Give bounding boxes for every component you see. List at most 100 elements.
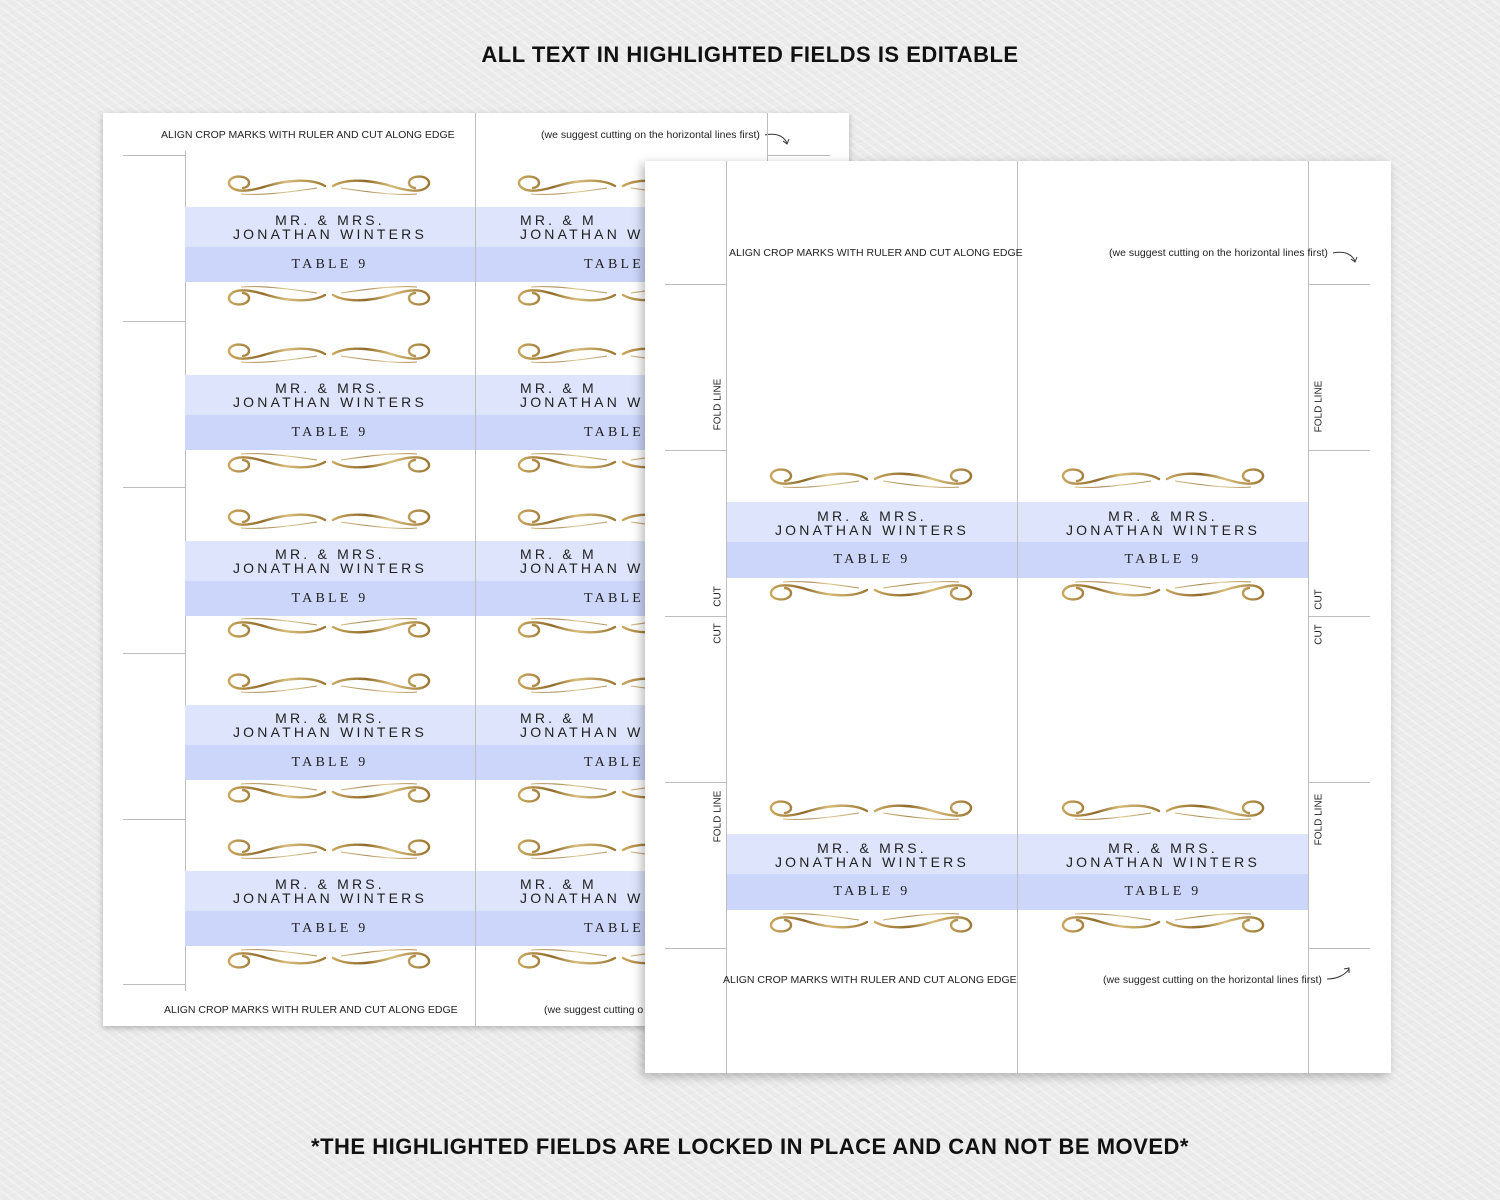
table-field[interactable]	[185, 581, 475, 616]
name-field[interactable]	[185, 375, 475, 415]
cut-label: CUT	[712, 623, 724, 644]
table-field[interactable]	[1018, 874, 1308, 910]
guest-name: JONATHAN W	[520, 394, 644, 410]
guest-title: MR. & M	[520, 876, 597, 892]
guest-title: MR. & M	[520, 546, 597, 562]
guest-name: JONATHAN W	[520, 724, 644, 740]
table-field[interactable]	[185, 911, 475, 946]
cut-label: CUT	[1313, 624, 1325, 645]
guest-name: JONATHAN W	[520, 226, 644, 242]
name-field[interactable]	[1018, 834, 1308, 874]
gold-flourish	[227, 782, 431, 803]
table-number: TABLE	[584, 755, 644, 770]
cut-label: CUT	[1313, 589, 1325, 610]
cut-suggestion-bottom: (we suggest cutting o	[544, 1004, 644, 1016]
guest-title: MR. & M	[520, 710, 597, 726]
crop-mark	[665, 616, 726, 617]
align-instruction-bottom: ALIGN CROP MARKS WITH RULER AND CUT ALON…	[164, 1004, 458, 1016]
name-field[interactable]	[185, 207, 475, 247]
fold-line-label: FOLD LINE	[1313, 793, 1325, 846]
crop-mark	[123, 155, 185, 156]
guest-title: MR. & MRS.	[275, 710, 385, 726]
cut-label: CUT	[712, 586, 724, 607]
crop-mark	[1309, 948, 1370, 949]
crop-line	[726, 161, 727, 1073]
crop-mark	[1309, 450, 1370, 451]
fold-line-label: FOLD LINE	[712, 790, 724, 843]
crop-line	[1308, 161, 1309, 1073]
table-number: TABLE 9	[291, 921, 369, 936]
guest-title: MR. & MRS.	[1108, 508, 1218, 524]
fold-line-label: FOLD LINE	[1313, 380, 1325, 433]
crop-mark	[665, 948, 726, 949]
heading-locked: *THE HIGHLIGHTED FIELDS ARE LOCKED IN PL…	[311, 1134, 1189, 1159]
cut-suggestion: (we suggest cutting on the horizontal li…	[1109, 247, 1328, 259]
guest-title: MR. & MRS.	[275, 876, 385, 892]
guest-name: JONATHAN WINTERS	[774, 854, 970, 870]
guest-name: JONATHAN W	[520, 560, 644, 576]
name-field[interactable]	[185, 541, 475, 581]
guest-title: MR. & MRS.	[275, 212, 385, 228]
crop-line	[767, 113, 768, 163]
guest-name: JONATHAN WINTERS	[232, 226, 428, 242]
fold-line-label: FOLD LINE	[712, 378, 724, 431]
crop-mark	[123, 984, 185, 985]
gold-flourish	[227, 948, 431, 969]
table-field[interactable]	[727, 542, 1017, 578]
table-number: TABLE	[584, 257, 644, 272]
gold-flourish	[227, 673, 431, 694]
guest-name: JONATHAN WINTERS	[232, 890, 428, 906]
crop-mark	[1309, 782, 1370, 783]
table-number: TABLE	[584, 425, 644, 440]
table-field[interactable]	[185, 745, 475, 780]
guest-title: MR. & M	[520, 380, 597, 396]
crop-mark	[665, 782, 726, 783]
gold-flourish	[769, 468, 973, 489]
name-field[interactable]	[1018, 502, 1308, 542]
curved-arrow-up-icon	[1326, 967, 1350, 980]
table-number: TABLE 9	[291, 591, 369, 606]
table-number: TABLE 9	[1124, 884, 1202, 899]
gold-flourish	[227, 509, 431, 530]
gold-flourish	[1061, 912, 1265, 933]
gold-flourish	[769, 912, 973, 933]
crop-line	[1017, 161, 1018, 1073]
crop-mark	[1309, 284, 1370, 285]
crop-mark	[768, 155, 830, 156]
table-number: TABLE 9	[833, 884, 911, 899]
crop-mark	[123, 819, 185, 820]
guest-title: MR. & MRS.	[817, 508, 927, 524]
cut-suggestion: (we suggest cutting on the horizontal li…	[541, 129, 760, 141]
name-field[interactable]	[727, 502, 1017, 542]
align-instruction: ALIGN CROP MARKS WITH RULER AND CUT ALON…	[161, 129, 455, 141]
crop-mark	[665, 284, 726, 285]
guest-name: JONATHAN WINTERS	[232, 724, 428, 740]
crop-mark	[123, 487, 185, 488]
name-field[interactable]	[185, 871, 475, 911]
crop-mark	[665, 450, 726, 451]
guest-name: JONATHAN WINTERS	[232, 560, 428, 576]
gold-flourish	[227, 452, 431, 473]
table-field[interactable]	[727, 874, 1017, 910]
gold-flourish	[1061, 468, 1265, 489]
gold-flourish	[227, 617, 431, 638]
table-number: TABLE 9	[833, 552, 911, 567]
guest-title: MR. & MRS.	[275, 380, 385, 396]
heading-editable: ALL TEXT IN HIGHLIGHTED FIELDS IS EDITAB…	[481, 42, 1019, 67]
name-field[interactable]	[185, 705, 475, 745]
table-field[interactable]	[1018, 542, 1308, 578]
table-number: TABLE 9	[291, 755, 369, 770]
guest-title: MR. & M	[520, 212, 597, 228]
table-number: TABLE 9	[291, 425, 369, 440]
crop-mark	[1309, 616, 1370, 617]
table-field[interactable]	[185, 247, 475, 282]
align-instruction-bottom: ALIGN CROP MARKS WITH RULER AND CUT ALON…	[723, 974, 1017, 986]
gold-flourish	[227, 175, 431, 196]
table-number: TABLE 9	[291, 257, 369, 272]
table-number: TABLE 9	[1124, 552, 1202, 567]
gold-flourish	[769, 800, 973, 821]
name-field[interactable]	[727, 834, 1017, 874]
table-field[interactable]	[185, 415, 475, 450]
gold-flourish	[227, 839, 431, 860]
guest-title: MR. & MRS.	[817, 840, 927, 856]
